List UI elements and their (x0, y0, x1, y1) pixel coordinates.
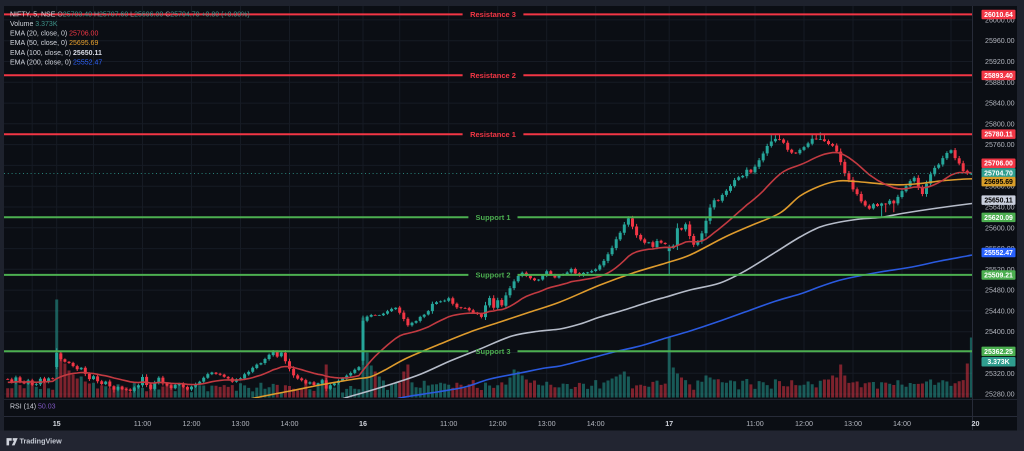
svg-text:EMA (50, close, 0) 25695.69: EMA (50, close, 0) 25695.69 (10, 40, 98, 47)
svg-text:25704.70: 25704.70 (984, 170, 1013, 177)
svg-text:25893.40: 25893.40 (984, 73, 1013, 80)
svg-text:14:00: 14:00 (893, 419, 911, 428)
svg-text:25400.00: 25400.00 (985, 328, 1015, 336)
svg-text:25800.00: 25800.00 (985, 120, 1015, 128)
svg-text:11:00: 11:00 (440, 419, 457, 428)
svg-text:25600.00: 25600.00 (985, 224, 1015, 232)
svg-text:Volume 3.373K: Volume 3.373K (10, 21, 58, 28)
svg-text:25960.00: 25960.00 (985, 37, 1015, 45)
svg-text:13:00: 13:00 (538, 419, 556, 428)
svg-text:26000.00: 26000.00 (985, 16, 1015, 24)
svg-text:NIFTY, 5, NSE O25703.40 H257: NIFTY, 5, NSE O25703.40 H25707.60 L25696… (10, 11, 250, 18)
svg-text:25695.69: 25695.69 (984, 179, 1013, 186)
svg-text:25280.00: 25280.00 (985, 391, 1015, 399)
svg-text:25760.00: 25760.00 (985, 141, 1015, 149)
svg-text:25640.00: 25640.00 (985, 204, 1015, 212)
svg-text:26010.64: 26010.64 (984, 12, 1013, 19)
svg-text:13:00: 13:00 (232, 419, 250, 428)
svg-text:25362.25: 25362.25 (984, 349, 1013, 356)
svg-text:25552.47: 25552.47 (984, 250, 1013, 257)
svg-text:EMA (200, close, 0) 25552.47: EMA (200, close, 0) 25552.47 (10, 59, 102, 66)
svg-text:25880.00: 25880.00 (985, 79, 1015, 87)
svg-text:Resistance 1: Resistance 1 (470, 130, 516, 139)
svg-text:Resistance 2: Resistance 2 (470, 71, 516, 80)
svg-text:25680.00: 25680.00 (985, 183, 1015, 191)
svg-text:12:00: 12:00 (489, 419, 507, 428)
svg-text:14:00: 14:00 (587, 419, 605, 428)
svg-text:25780.11: 25780.11 (984, 132, 1013, 139)
svg-text:25509.21: 25509.21 (984, 272, 1013, 279)
svg-text:25650.11: 25650.11 (984, 198, 1013, 205)
svg-text:25920.00: 25920.00 (985, 58, 1015, 66)
svg-text:Resistance 3: Resistance 3 (470, 10, 516, 19)
svg-text:25320.00: 25320.00 (985, 370, 1015, 378)
svg-text:12:00: 12:00 (183, 419, 201, 428)
svg-text:16: 16 (359, 419, 367, 428)
svg-text:25840.00: 25840.00 (985, 100, 1015, 108)
svg-text:14:00: 14:00 (281, 419, 299, 428)
svg-text:11:00: 11:00 (746, 419, 763, 428)
svg-text:Support 1: Support 1 (476, 213, 511, 222)
svg-text:25520.00: 25520.00 (985, 266, 1015, 274)
svg-text:25706.00: 25706.00 (984, 161, 1013, 168)
svg-text:EMA (20, close, 0) 25706.00: EMA (20, close, 0) 25706.00 (10, 31, 98, 38)
svg-text:25620.09: 25620.09 (984, 215, 1013, 222)
svg-text:11:00: 11:00 (134, 419, 151, 428)
svg-text:Support 2: Support 2 (476, 271, 511, 280)
svg-text:17: 17 (665, 419, 673, 428)
svg-text:15: 15 (53, 419, 61, 428)
svg-text:13:00: 13:00 (844, 419, 862, 428)
svg-text:25480.00: 25480.00 (985, 287, 1015, 295)
svg-text:12:00: 12:00 (795, 419, 813, 428)
svg-text:EMA (100, close, 0) 25650.11: EMA (100, close, 0) 25650.11 (10, 50, 102, 57)
svg-text:Support 3: Support 3 (476, 347, 511, 356)
svg-text:RSI (14) 50.03: RSI (14) 50.03 (10, 404, 56, 411)
svg-text:25440.00: 25440.00 (985, 307, 1015, 315)
svg-text:TradingView: TradingView (20, 437, 63, 446)
svg-text:20: 20 (972, 419, 980, 428)
svg-text:3.373K: 3.373K (987, 359, 1009, 366)
